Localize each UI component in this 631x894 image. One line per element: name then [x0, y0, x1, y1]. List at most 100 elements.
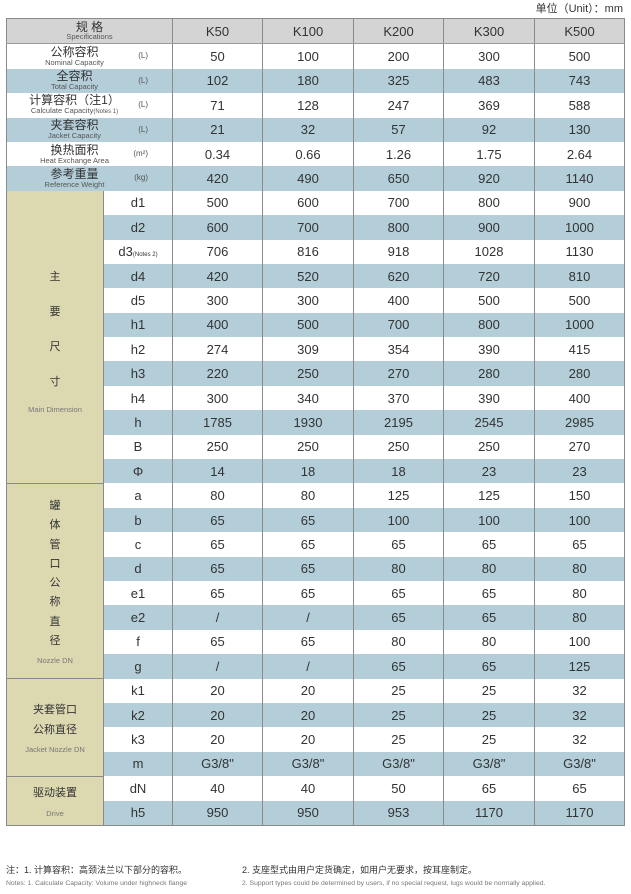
param-cell: d2 [103, 215, 173, 240]
note-1-en: Notes: 1. Calculate Capacity: Volume und… [6, 880, 187, 887]
group-label-en: Drive [46, 808, 64, 818]
group-label-char: 夹套管口 [33, 704, 77, 717]
spec-row: 计算容积（注1） Calculate Capacity(Notes 1) (L) 71… [6, 92, 625, 118]
value-cell: 370 [353, 385, 444, 411]
value-cell: 150 [534, 483, 625, 508]
spec-label-cn: 夹套容积 [50, 118, 99, 133]
param-label: h2 [130, 341, 146, 357]
value-cell: G3/8" [262, 751, 354, 777]
dimension-row: k2 20 20 25 25 32 [7, 702, 625, 728]
value-cell: 500 [534, 43, 625, 69]
value-cell: 125 [443, 483, 535, 508]
spec-label-cn: 全容积 [56, 69, 93, 84]
param-cell: h5 [103, 800, 173, 826]
value-cell: 953 [353, 800, 444, 826]
param-label: k1 [131, 683, 145, 699]
value-cell: 490 [262, 166, 354, 191]
dimension-row: d 65 65 80 80 80 [7, 556, 625, 581]
spec-unit: (L) [138, 124, 148, 134]
param-cell: b [103, 507, 173, 533]
value-cell: 390 [443, 337, 535, 362]
param-cell: h4 [103, 385, 173, 411]
value-cell: 300 [172, 288, 263, 313]
value-cell: 620 [353, 263, 444, 289]
value-cell: 65 [443, 580, 535, 606]
value-cell: 900 [443, 215, 535, 240]
value-cell: 220 [172, 361, 263, 386]
value-cell: 25 [353, 702, 444, 728]
value-cell: 102 [172, 68, 263, 94]
param-label: h1 [130, 317, 146, 333]
group-label-char: 口 [49, 557, 61, 570]
spec-header-cn: 规 格 [75, 20, 104, 35]
spec-label-note: (Notes 1) [93, 108, 119, 115]
param-cell: h2 [103, 337, 173, 362]
spec-label-en: Heat Exchange Area [7, 156, 142, 165]
spec-label-cell: 公称容积 Nominal Capacity (L) [6, 43, 173, 69]
param-label: d4 [130, 268, 146, 284]
dimension-row: h4 300 340 370 390 400 [7, 385, 625, 411]
value-cell: 1.75 [443, 141, 535, 167]
note-1: 注：1. 计算容积：高颈法兰以下部分的容积。 Notes: 1. Calcula… [6, 863, 187, 887]
group-label-char: 称 [49, 596, 61, 609]
value-cell: 280 [443, 361, 535, 386]
spec-label-cell: 参考重量 Reference Weight (kg) [6, 166, 173, 191]
value-cell: 65 [353, 605, 444, 630]
dimension-row: f 65 65 80 80 100 [7, 629, 625, 655]
spec-label-en: Total Capacity [7, 82, 142, 91]
value-cell: 80 [443, 556, 535, 581]
spec-row: 公称容积 Nominal Capacity (L) 50 100 200 300 500 [6, 43, 625, 69]
value-cell: 65 [172, 580, 263, 606]
param-label: dN [129, 780, 147, 796]
value-cell: 500 [172, 190, 263, 216]
value-cell: 1785 [172, 410, 263, 435]
spec-header-en: Specifications [66, 32, 113, 42]
group-label-cn: 罐体管口公称直径 [7, 497, 103, 651]
value-cell: 100 [443, 507, 535, 533]
spec-label-cell: 夹套容积 Jacket Capacity (L) [6, 117, 173, 142]
value-cell: 588 [534, 93, 625, 118]
group-label-cn: 夹套管口 公称直径 [7, 701, 103, 740]
value-cell: 706 [172, 239, 263, 264]
value-cell: 918 [353, 239, 444, 264]
param-label: c [134, 536, 142, 552]
dimension-row: Φ 14 18 18 23 23 [7, 459, 625, 484]
note-2-cn: 2. 支座型式由用户定货确定，如用户无要求，按耳座制定。 [242, 865, 478, 875]
value-cell: 250 [262, 361, 354, 386]
param-cell: e2 [103, 605, 173, 630]
value-cell: 300 [262, 288, 354, 313]
value-cell: 2985 [534, 410, 625, 435]
dimension-row: h3 220 250 270 280 280 [7, 361, 625, 386]
value-cell: / [262, 605, 354, 630]
param-label: B [133, 439, 143, 455]
value-cell: 0.66 [262, 141, 354, 167]
dimension-row: d3(Notes 2) 706 816 918 1028 1130 [7, 239, 625, 264]
value-cell: 600 [172, 215, 263, 240]
value-cell: 18 [262, 459, 354, 484]
value-cell: 100 [534, 507, 625, 533]
group-label-cell: 主要尺寸 Main Dimension [6, 190, 104, 484]
value-cell: 1000 [534, 312, 625, 338]
param-label: a [134, 488, 142, 504]
value-cell: 920 [443, 166, 535, 191]
group-label-char: 公 [49, 577, 61, 590]
value-cell: 20 [172, 727, 263, 752]
param-cell: k1 [103, 678, 173, 703]
value-cell: 280 [534, 361, 625, 386]
value-cell: 65 [262, 532, 354, 557]
value-cell: 65 [534, 532, 625, 557]
spec-label-cn: 参考重量 [50, 167, 99, 182]
model-header: K100 [262, 18, 354, 45]
spec-label-cn: 计算容积（注1） [29, 92, 120, 107]
param-cell: Φ [103, 459, 173, 484]
value-cell: 2545 [443, 410, 535, 435]
group-label-en: Nozzle DN [37, 656, 73, 666]
spec-label-cn: 公称容积 [50, 45, 99, 60]
value-cell: 483 [443, 68, 535, 94]
value-cell: 20 [262, 727, 354, 752]
value-cell: 65 [443, 532, 535, 557]
value-cell: 390 [443, 385, 535, 411]
value-cell: 65 [172, 629, 263, 655]
value-cell: 65 [262, 629, 354, 655]
value-cell: 270 [353, 361, 444, 386]
